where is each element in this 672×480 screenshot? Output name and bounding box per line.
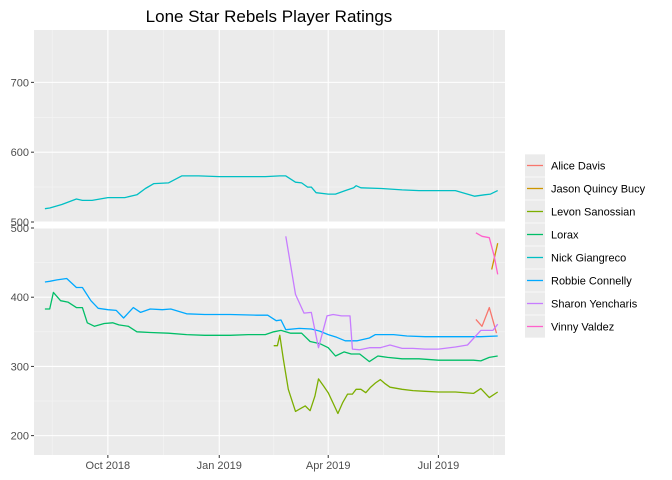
legend-label-nick-giangreco: Nick Giangreco [551,253,626,265]
legend-key-background [525,154,545,338]
series-line-robbie-connelly [44,277,498,342]
x-tick-label: Apr 2019 [306,460,351,472]
series-line-sharon-yencharis [285,236,499,351]
series-line-alice-davis [475,306,498,334]
legend-label-robbie-connelly: Robbie Connelly [551,276,632,288]
series-line-nick-giangreco [44,175,498,210]
legend-label-jason-quincy-bucy: Jason Quincy Bucy [551,184,646,196]
legend-label-sharon-yencharis: Sharon Yencharis [551,299,638,311]
series-line-vinny-valdez [475,232,499,275]
series-line-levon-sanossian [273,334,499,415]
legend-label-levon-sanossian: Levon Sanossian [551,207,635,219]
legend: Alice Davis Jason Quincy Bucy Levon Sanoss… [525,154,646,338]
y-tick-label: 600 [11,147,29,159]
series-line-lorax [44,291,498,363]
y-tick-label: 700 [11,77,29,89]
legend-label-lorax: Lorax [551,230,579,242]
plot-panels [34,30,505,455]
upper-panel-background [34,30,505,222]
y-tick-label: 500 [11,223,29,235]
legend-label-vinny-valdez: Vinny Valdez [551,322,614,334]
y-tick-label: 300 [11,361,29,373]
y-tick-label: 500 [11,217,29,229]
y-tick-label: 400 [11,292,29,304]
axis-ticks: 500 600 700 200 300 400 500 Oct 2018 Jan 2019 Apr… [11,77,460,472]
x-tick-label: Jul 2019 [418,460,460,472]
legend-label-alice-davis: Alice Davis [551,161,606,173]
x-tick-label: Jan 2019 [197,460,242,472]
lower-panel-background [34,228,505,455]
x-tick-label: Oct 2018 [86,460,131,472]
y-tick-label: 200 [11,431,29,443]
chart-title: Lone Star Rebels Player Ratings [146,7,393,26]
